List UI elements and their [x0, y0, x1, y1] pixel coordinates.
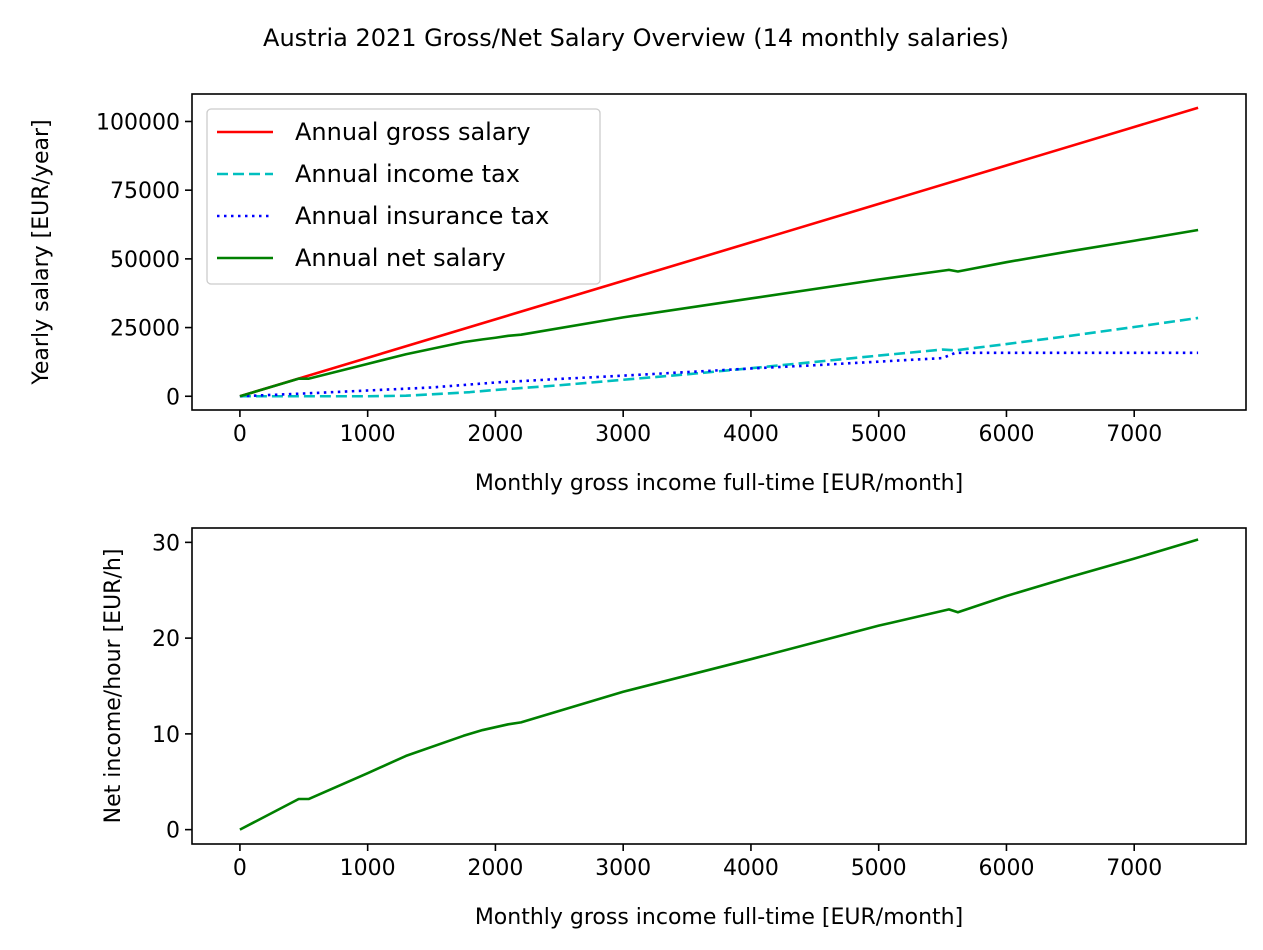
top-series-line-2 [239, 351, 1199, 398]
top-y-tick-label: 75000 [110, 179, 180, 204]
top-series-line-3 [239, 228, 1199, 398]
top-x-tick-label: 5000 [851, 422, 907, 447]
bottom-plot-frame [191, 527, 1247, 845]
legend-label-1: Annual income tax [295, 160, 520, 188]
hourly-net-income-chart: 0 1000 2000 3000 4000 5000 6000 7000 0 10 20 30 Mont… [101, 527, 1247, 930]
bottom-x-tick-label: 3000 [595, 856, 651, 881]
top-x-axis-label: Monthly gross income full-time [EUR/mont… [475, 471, 963, 496]
top-y-tick-label: 50000 [110, 248, 180, 273]
top-x-tick-label: 2000 [467, 422, 523, 447]
bottom-x-axis-label: Monthly gross income full-time [EUR/mont… [475, 905, 963, 930]
top-x-tick-label: 6000 [978, 422, 1034, 447]
top-x-tick-label: 3000 [595, 422, 651, 447]
top-x-tick-label: 4000 [723, 422, 779, 447]
legend-label-2: Annual insurance tax [295, 202, 549, 230]
top-plot-frame [191, 93, 1247, 411]
bottom-y-axis-label: Net income/hour [EUR/h] [101, 549, 126, 824]
bottom-x-tick-label: 7000 [1106, 856, 1162, 881]
bottom-series-line-0 [239, 538, 1199, 831]
bottom-y-tick-label: 20 [152, 627, 180, 652]
top-y-tick-label: 0 [166, 385, 180, 410]
bottom-x-tick-label: 6000 [978, 856, 1034, 881]
legend-label-3: Annual net salary [295, 244, 506, 272]
bottom-x-tick-label: 2000 [467, 856, 523, 881]
legend-label-0: Annual gross salary [295, 118, 531, 146]
top-legend: Annual gross salary Annual income tax Annu… [206, 108, 601, 285]
top-series-line-0 [239, 106, 1199, 398]
bottom-x-tick-label: 5000 [851, 856, 907, 881]
bottom-y-tick-label: 10 [152, 723, 180, 748]
yearly-salary-chart: 0 1000 2000 3000 4000 5000 6000 7000 0 25000 50000… [29, 93, 1247, 496]
top-x-tick-label: 0 [233, 422, 247, 447]
legend-box [206, 108, 601, 285]
bottom-x-tick-label: 4000 [723, 856, 779, 881]
figure-title: Austria 2021 Gross/Net Salary Overview (… [263, 24, 1009, 52]
bottom-x-tick-label: 0 [233, 856, 247, 881]
bottom-y-tick-label: 0 [166, 819, 180, 844]
top-x-tick-label: 1000 [340, 422, 396, 447]
top-x-tick-label: 7000 [1106, 422, 1162, 447]
bottom-y-tick-label: 30 [152, 531, 180, 556]
top-y-axis-label: Yearly salary [EUR/year] [29, 119, 54, 385]
top-series-line-1 [239, 316, 1199, 398]
top-y-tick-label: 100000 [96, 110, 180, 135]
top-y-tick-label: 25000 [110, 317, 180, 342]
bottom-x-tick-label: 1000 [340, 856, 396, 881]
